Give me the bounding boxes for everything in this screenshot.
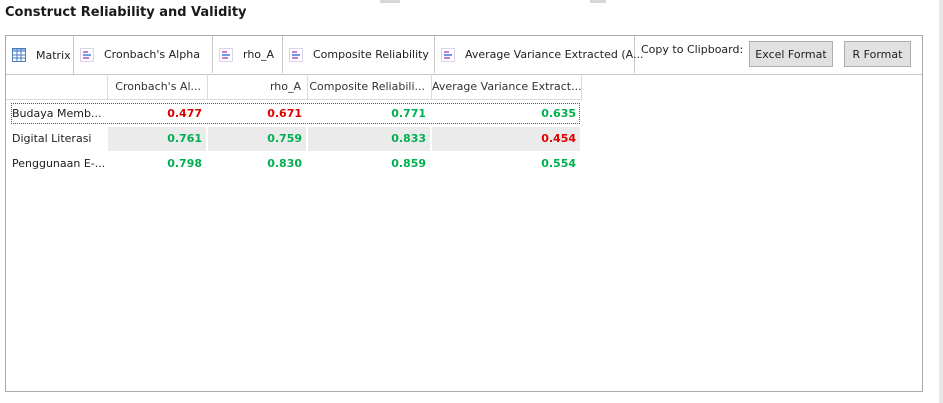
- corner-header: [6, 74, 108, 100]
- table-row[interactable]: Penggunaan E-... 0.798 0.830 0.859 0.554: [6, 152, 582, 176]
- matrix-icon: [12, 48, 26, 62]
- table-cell[interactable]: 0.554: [541, 157, 576, 170]
- results-panel: Matrix Cronbach's Alpha: [5, 35, 923, 392]
- tab-label: Cronbach's Alpha: [104, 48, 200, 61]
- table-row[interactable]: Budaya Memb... 0.477 0.671 0.771 0.635: [6, 102, 582, 126]
- window-top-edge: [0, 0, 943, 3]
- tab-matrix[interactable]: Matrix: [6, 36, 74, 74]
- cell-shade: [308, 127, 430, 151]
- tab-label: Average Variance Extracted (A...: [465, 48, 644, 61]
- table-cell[interactable]: 0.859: [391, 157, 426, 170]
- tab-bar: Matrix Cronbach's Alpha: [6, 36, 922, 75]
- table-cell[interactable]: 0.477: [167, 107, 202, 120]
- table-cell[interactable]: 0.454: [541, 132, 576, 145]
- row-label: Budaya Memb...: [12, 107, 102, 120]
- table-cell[interactable]: 0.761: [167, 132, 202, 145]
- tab-label: Matrix: [36, 48, 71, 62]
- cell-shade: [108, 127, 206, 151]
- table-cell[interactable]: 0.671: [267, 107, 302, 120]
- table-cell[interactable]: 0.833: [391, 132, 426, 145]
- window-right-edge: [939, 0, 943, 403]
- cell-shade: [208, 127, 306, 151]
- cell-shade: [432, 127, 580, 151]
- copy-to-clipboard-label: Copy to Clipboard:: [641, 43, 744, 56]
- table-cell[interactable]: 0.830: [267, 157, 302, 170]
- tab-rho-a[interactable]: rho_A: [213, 36, 283, 73]
- row-label: Digital Literasi: [12, 132, 92, 145]
- tab-composite-reliability[interactable]: Composite Reliability: [283, 36, 435, 73]
- column-header[interactable]: Average Variance Extract...: [432, 74, 582, 100]
- page-title: Construct Reliability and Validity: [5, 5, 247, 20]
- table-row[interactable]: Digital Literasi 0.761 0.759 0.833 0.454: [6, 127, 582, 151]
- chart-icon: [80, 47, 94, 62]
- tab-average-variance-extracted[interactable]: Average Variance Extracted (A...: [435, 36, 643, 73]
- tab-label: Composite Reliability: [313, 48, 429, 61]
- chart-icon: [441, 47, 455, 62]
- table-cell[interactable]: 0.635: [541, 107, 576, 120]
- table-cell[interactable]: 0.798: [167, 157, 202, 170]
- table-cell[interactable]: 0.771: [391, 107, 426, 120]
- table-cell[interactable]: 0.759: [267, 132, 302, 145]
- row-label: Penggunaan E-...: [12, 157, 106, 170]
- column-header[interactable]: rho_A: [208, 74, 308, 100]
- tab-label: rho_A: [243, 48, 275, 61]
- column-header[interactable]: Composite Reliabili...: [308, 74, 432, 100]
- r-format-button[interactable]: R Format: [844, 41, 911, 67]
- chart-icon: [289, 47, 303, 62]
- chart-icon: [219, 47, 233, 62]
- column-header[interactable]: Cronbach's Al...: [108, 74, 208, 100]
- tab-cronbachs-alpha[interactable]: Cronbach's Alpha: [74, 36, 213, 73]
- excel-format-button[interactable]: Excel Format: [749, 41, 833, 67]
